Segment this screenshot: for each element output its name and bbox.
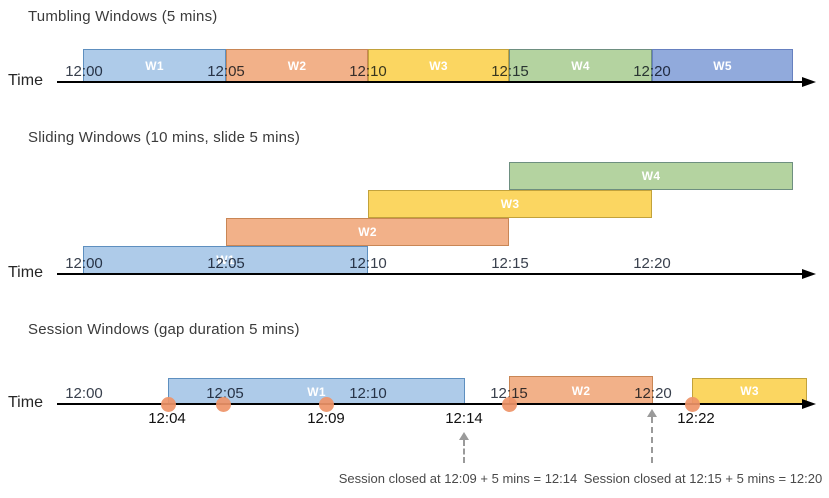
tumbling-window-w3: W3 xyxy=(368,49,509,82)
tumbling-tick-1220: 12:20 xyxy=(633,63,671,80)
window-label: W3 xyxy=(429,58,448,73)
tumbling-tick-1200: 12:00 xyxy=(65,63,103,80)
sliding-tick-1220: 12:20 xyxy=(633,255,671,272)
tumbling-tick-1205: 12:05 xyxy=(207,63,245,80)
session-time-axis-label: Time xyxy=(8,394,43,411)
sliding-axis-arrow-icon xyxy=(802,269,816,279)
tumbling-axis-line xyxy=(57,81,804,83)
sliding-axis-line xyxy=(57,273,804,275)
session-tick-1220: 12:20 xyxy=(634,385,672,402)
event-time-1214: 12:14 xyxy=(445,410,483,427)
session-closed-arrow-line xyxy=(651,417,653,463)
session-tick-1215: 12:15 xyxy=(490,385,528,402)
tumbling-title: Tumbling Windows (5 mins) xyxy=(28,8,218,25)
sliding-tick-1210: 12:10 xyxy=(349,255,387,272)
session-axis-arrow-icon xyxy=(802,399,816,409)
session-window-w2: W2 xyxy=(509,376,653,405)
tumbling-axis-arrow-icon xyxy=(802,77,816,87)
window-label: W1 xyxy=(216,253,235,267)
event-time-1204: 12:04 xyxy=(148,410,186,427)
sliding-window-w3: W3 xyxy=(368,190,652,218)
window-label: W1 xyxy=(145,58,164,73)
event-dot-1209 xyxy=(319,397,334,412)
sliding-time-axis-label: Time xyxy=(8,264,43,281)
sliding-tick-1215: 12:15 xyxy=(491,255,529,272)
session-tick-1205: 12:05 xyxy=(206,385,244,402)
window-label: W3 xyxy=(740,384,759,398)
sliding-title: Sliding Windows (10 mins, slide 5 mins) xyxy=(28,129,301,146)
window-label: W1 xyxy=(307,384,326,399)
sliding-tick-1200: 12:00 xyxy=(65,255,103,272)
window-label: W2 xyxy=(287,58,307,73)
window-label: W4 xyxy=(571,58,590,73)
session-closed-arrow-icon xyxy=(459,432,469,440)
event-time-1222: 12:22 xyxy=(677,410,715,427)
window-label: W5 xyxy=(713,58,732,73)
session-closed-note-1: Session closed at 12:09 + 5 mins = 12:14 xyxy=(338,471,578,486)
window-label: W3 xyxy=(500,197,520,211)
sliding-window-w4: W4 xyxy=(509,162,793,190)
tumbling-tick-1215: 12:15 xyxy=(491,63,529,80)
session-tick-1200: 12:00 xyxy=(65,385,103,402)
sliding-window-w1: W1 xyxy=(83,246,368,274)
window-label: W2 xyxy=(358,225,377,239)
session-closed-arrow-icon xyxy=(647,409,657,417)
session-window-w3: W3 xyxy=(692,378,807,404)
sliding-window-w2: W2 xyxy=(226,218,509,246)
window-label: W4 xyxy=(641,169,661,183)
session-axis-line xyxy=(57,403,804,405)
tumbling-window-w1: W1 xyxy=(83,49,226,82)
session-closed-arrow-line xyxy=(463,440,465,463)
event-dot-1206 xyxy=(216,397,231,412)
event-time-1209: 12:09 xyxy=(307,410,345,427)
event-dot-1215 xyxy=(502,397,517,412)
tumbling-tick-1210: 12:10 xyxy=(349,63,387,80)
tumbling-time-axis-label: Time xyxy=(8,72,43,89)
session-tick-1210: 12:10 xyxy=(349,385,387,402)
session-closed-note-2: Session closed at 12:15 + 5 mins = 12:20 xyxy=(583,471,823,486)
window-label: W2 xyxy=(571,383,591,398)
tumbling-window-w5: W5 xyxy=(652,49,793,82)
event-dot-1221 xyxy=(685,397,700,412)
sliding-tick-1205: 12:05 xyxy=(207,255,245,272)
event-dot-1204 xyxy=(161,397,176,412)
session-title: Session Windows (gap duration 5 mins) xyxy=(28,321,300,338)
